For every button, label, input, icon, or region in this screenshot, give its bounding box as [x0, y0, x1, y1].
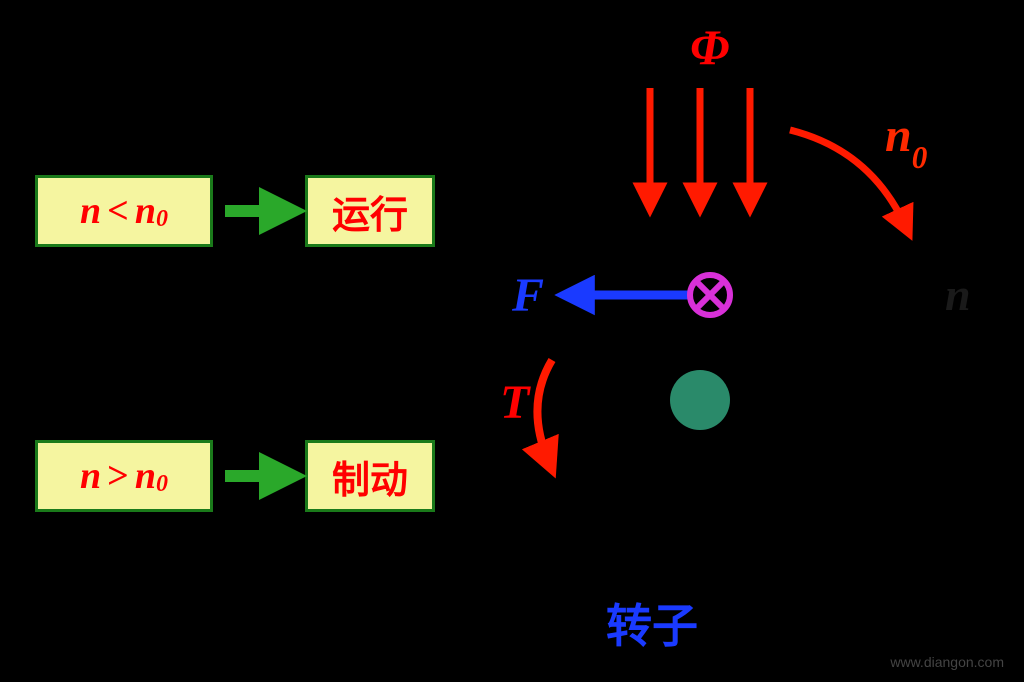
cond2-subvar: n: [135, 454, 156, 498]
cond2-subidx: 0: [156, 471, 168, 498]
n-label: n: [945, 268, 971, 321]
n0-text: n: [885, 109, 912, 162]
green-arrow-1: [0, 0, 1024, 682]
torque-text: T: [500, 376, 529, 429]
result-box-2: 制动: [305, 440, 435, 512]
flux-arrows: [0, 0, 1024, 682]
cross-into-page-icon: [0, 0, 1024, 682]
n0-label: n0: [885, 108, 927, 170]
cond1-subidx: 0: [156, 206, 168, 233]
n-text: n: [945, 269, 971, 320]
cond1-var: n: [80, 189, 101, 233]
force-arrow: [0, 0, 1024, 682]
result-box-1: 运行: [305, 175, 435, 247]
cond2-op: >: [107, 454, 129, 498]
n0-arc-arrow: [0, 0, 1024, 682]
watermark-text: www.diangon.com: [890, 654, 1004, 670]
rotor-center-circle: [0, 0, 1024, 682]
torque-arc-arrow: [0, 0, 1024, 682]
cond2-var: n: [80, 454, 101, 498]
result1-text: 运行: [332, 184, 408, 239]
n0-sub: 0: [912, 140, 928, 175]
cond1-subvar: n: [135, 189, 156, 233]
result2-text: 制动: [332, 449, 408, 504]
condition-box-2: n > n0: [35, 440, 213, 512]
phi-label: Φ: [690, 18, 729, 76]
force-label: F: [512, 268, 544, 323]
torque-label: T: [500, 375, 529, 430]
rotor-text: 转子: [606, 600, 698, 652]
rotor-label: 转子: [606, 590, 698, 656]
condition-box-1: n < n0: [35, 175, 213, 247]
phi-text: Φ: [690, 19, 729, 75]
cond1-op: <: [107, 189, 129, 233]
green-arrow-2: [0, 0, 1024, 682]
watermark: www.diangon.com: [890, 654, 1004, 670]
force-text: F: [512, 269, 544, 322]
